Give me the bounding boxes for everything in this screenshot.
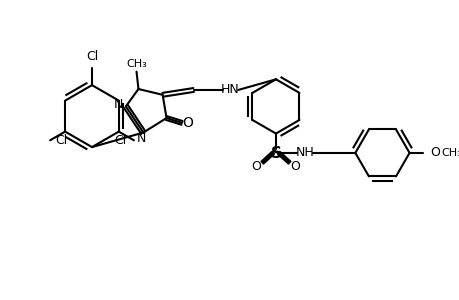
Text: O: O bbox=[182, 116, 193, 130]
Text: S: S bbox=[270, 146, 281, 161]
Text: N: N bbox=[136, 132, 146, 145]
Text: O: O bbox=[429, 146, 439, 159]
Text: O: O bbox=[251, 160, 261, 173]
Text: CH₃: CH₃ bbox=[441, 148, 459, 158]
Text: Cl: Cl bbox=[114, 134, 126, 147]
Text: Cl: Cl bbox=[86, 50, 98, 63]
Text: Cl: Cl bbox=[56, 134, 67, 147]
Text: O: O bbox=[290, 160, 300, 173]
Text: NH: NH bbox=[295, 146, 313, 159]
Text: CH₃: CH₃ bbox=[126, 59, 146, 69]
Text: HN: HN bbox=[221, 83, 239, 97]
Text: N: N bbox=[113, 98, 123, 111]
